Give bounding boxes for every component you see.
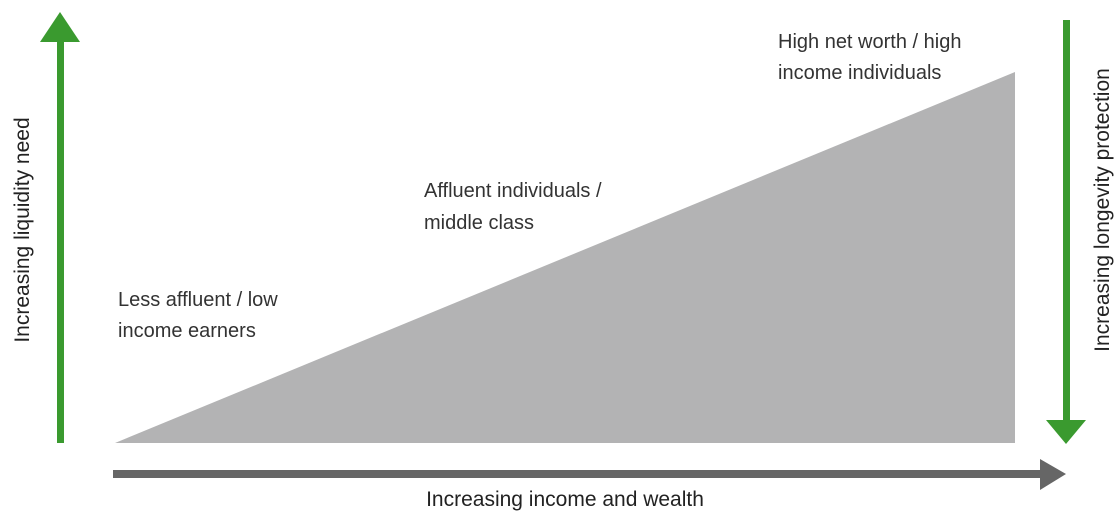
segment-line: income earners <box>118 320 256 342</box>
bottom-arrow <box>113 459 1066 490</box>
wealth-triangle <box>115 72 1015 443</box>
segment-label: Less affluent / low income earners <box>118 289 283 342</box>
x-axis-label: Increasing income and wealth <box>426 488 704 511</box>
segment-label: Affluent individuals / middle class <box>424 180 607 234</box>
left-axis-label: Increasing liquidity need <box>11 117 34 342</box>
segment-line: Less affluent / low <box>118 289 278 311</box>
segment-line: middle class <box>424 212 534 234</box>
segment-line: Affluent individuals / <box>424 180 602 202</box>
right-arrow <box>1046 20 1086 444</box>
right-axis-label: Increasing longevity protection <box>1091 68 1114 352</box>
segment-line: High net worth / high <box>778 31 961 53</box>
segment-label: High net worth / high income individuals <box>778 31 967 84</box>
segment-line: income individuals <box>778 62 941 84</box>
left-arrow <box>40 12 80 443</box>
